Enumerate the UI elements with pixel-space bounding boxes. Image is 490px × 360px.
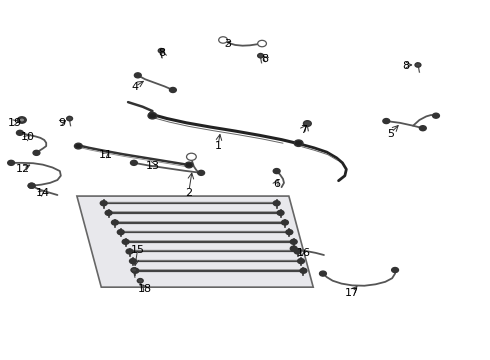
Text: 8: 8 — [159, 48, 166, 58]
Text: 15: 15 — [131, 245, 145, 255]
Circle shape — [219, 37, 227, 43]
Text: 8: 8 — [261, 54, 268, 64]
Circle shape — [112, 220, 118, 225]
Circle shape — [415, 63, 421, 67]
Circle shape — [290, 246, 297, 251]
Circle shape — [33, 150, 40, 156]
Text: 16: 16 — [296, 248, 311, 258]
Circle shape — [258, 54, 264, 58]
Circle shape — [198, 170, 204, 175]
Circle shape — [319, 271, 326, 276]
Circle shape — [100, 201, 107, 206]
Circle shape — [392, 267, 398, 273]
Text: 9: 9 — [59, 118, 66, 128]
Circle shape — [74, 143, 82, 149]
Circle shape — [286, 230, 293, 235]
Circle shape — [132, 268, 139, 273]
Circle shape — [19, 118, 25, 122]
Circle shape — [122, 239, 129, 244]
Circle shape — [131, 268, 137, 272]
Circle shape — [67, 116, 73, 121]
Circle shape — [129, 258, 136, 264]
Circle shape — [282, 220, 288, 225]
Text: 3: 3 — [224, 39, 231, 49]
Circle shape — [277, 210, 284, 215]
Circle shape — [158, 49, 164, 53]
Circle shape — [28, 183, 35, 188]
Text: 10: 10 — [21, 132, 35, 142]
Circle shape — [134, 73, 141, 78]
Circle shape — [273, 168, 280, 174]
Text: 7: 7 — [300, 125, 307, 135]
Text: 6: 6 — [273, 179, 280, 189]
Circle shape — [258, 40, 267, 47]
Text: 11: 11 — [99, 150, 113, 160]
Text: 5: 5 — [388, 129, 394, 139]
Circle shape — [28, 183, 35, 188]
Circle shape — [117, 230, 124, 235]
Text: 14: 14 — [36, 188, 50, 198]
Text: 1: 1 — [215, 141, 221, 151]
Circle shape — [294, 140, 303, 147]
Circle shape — [17, 130, 24, 135]
Text: 13: 13 — [146, 161, 159, 171]
Circle shape — [300, 268, 307, 273]
Circle shape — [290, 239, 297, 244]
Circle shape — [187, 153, 196, 160]
Circle shape — [105, 210, 112, 215]
Text: 19: 19 — [8, 118, 22, 128]
Text: 12: 12 — [16, 164, 30, 174]
Circle shape — [273, 201, 280, 206]
Circle shape — [170, 87, 176, 93]
Text: 4: 4 — [132, 82, 139, 92]
Circle shape — [297, 258, 304, 264]
Circle shape — [419, 126, 426, 131]
Circle shape — [294, 249, 301, 254]
Circle shape — [130, 160, 137, 165]
Circle shape — [303, 121, 311, 126]
Circle shape — [137, 279, 143, 283]
Circle shape — [8, 160, 15, 165]
Text: 8: 8 — [402, 61, 409, 71]
Polygon shape — [77, 196, 313, 287]
Circle shape — [18, 117, 26, 123]
Circle shape — [383, 118, 390, 123]
Text: 18: 18 — [138, 284, 152, 294]
Circle shape — [126, 249, 133, 254]
Text: 2: 2 — [185, 188, 193, 198]
Circle shape — [185, 162, 193, 168]
Text: 17: 17 — [345, 288, 359, 297]
Circle shape — [433, 113, 440, 118]
Circle shape — [148, 112, 157, 119]
